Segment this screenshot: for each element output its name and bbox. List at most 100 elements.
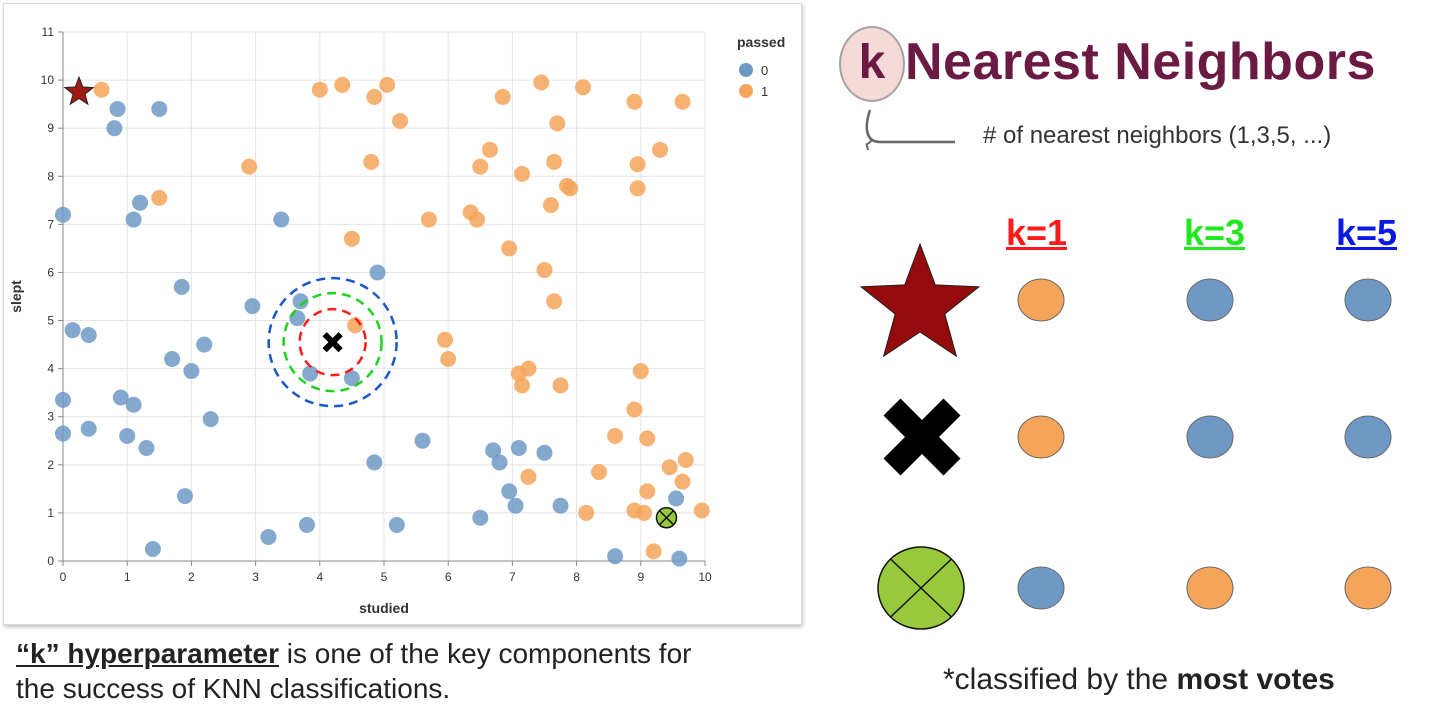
neighbor-circle-k3 [282, 291, 383, 393]
vote-result-dot [1186, 278, 1234, 322]
query-circled-x [655, 506, 678, 529]
data-point [629, 180, 646, 197]
data-point [440, 351, 457, 368]
x-stroke-a [883, 398, 961, 476]
vote-result-dot [1344, 566, 1392, 610]
data-point [302, 365, 319, 382]
series-0 [55, 100, 688, 567]
query-x [322, 332, 343, 353]
data-point [112, 389, 129, 406]
data-point [481, 141, 498, 158]
data-point [109, 100, 126, 117]
vote-result-dot [1017, 415, 1065, 459]
x-tick-label: 10 [698, 570, 712, 584]
x-stroke-b [883, 398, 961, 476]
data-point [632, 363, 649, 380]
data-point [491, 454, 508, 471]
page-title: Nearest Neighbors [905, 33, 1376, 91]
data-point [674, 473, 691, 490]
data-point [176, 488, 193, 505]
data-point [132, 194, 149, 211]
y-tick-label: 6 [47, 265, 54, 279]
data-point [343, 370, 360, 387]
data-point [414, 432, 431, 449]
data-point [639, 483, 656, 500]
data-point [55, 425, 71, 442]
data-point [363, 153, 380, 170]
data-point [80, 326, 97, 343]
data-point [379, 76, 396, 93]
legend: passed 0 1 [737, 34, 785, 99]
data-point [677, 452, 694, 469]
data-point [311, 81, 328, 98]
data-point [578, 504, 595, 521]
y-tick-label: 3 [47, 410, 54, 424]
data-point [392, 112, 409, 129]
data-point [334, 76, 351, 93]
data-point [536, 262, 553, 279]
caption-highlight: “k” hyperparameter [16, 638, 280, 669]
data-point [546, 293, 563, 310]
y-tick-label: 1 [47, 506, 54, 520]
data-point [55, 391, 71, 408]
caption: “k” hyperparameter is one of the key com… [16, 636, 806, 706]
data-point [626, 93, 643, 110]
series-1 [93, 74, 710, 560]
data-point [507, 497, 524, 514]
legend-swatch-1 [739, 84, 753, 98]
vote-result-dot [1186, 566, 1234, 610]
vote-note-bold: most votes [1176, 663, 1335, 696]
data-point [436, 331, 453, 348]
data-point [661, 459, 678, 476]
data-point [173, 278, 190, 295]
x-tick-label: 3 [252, 570, 259, 584]
data-point [369, 264, 386, 281]
y-tick-label: 4 [47, 362, 54, 376]
data-point [668, 490, 685, 507]
k-note: # of nearest neighbors (1,3,5, ...) [983, 122, 1332, 149]
query-star [63, 75, 95, 106]
data-point [151, 100, 168, 117]
data-point [510, 439, 527, 456]
x-tick-label: 1 [124, 570, 131, 584]
data-point [64, 322, 81, 339]
data-point [125, 396, 142, 413]
data-point [80, 420, 97, 437]
data-point [671, 550, 688, 567]
vote-result-dot [1017, 566, 1065, 610]
x-tick-label: 7 [509, 570, 516, 584]
k3-header: k=3 [1184, 212, 1246, 253]
y-tick-label: 0 [47, 554, 54, 568]
data-point [514, 377, 531, 394]
caption-line1-rest: is one of the key components for [279, 638, 692, 669]
title-k-bubble: k [839, 26, 905, 102]
data-point [125, 211, 142, 228]
data-point [151, 189, 168, 206]
x-tick-label: 9 [637, 570, 644, 584]
k-note-connector [865, 109, 955, 144]
data-point [420, 211, 437, 228]
y-tick-label: 8 [47, 169, 54, 183]
data-point [366, 88, 383, 105]
data-point [196, 336, 213, 353]
y-axis-label: slept [8, 280, 24, 313]
data-point [244, 298, 261, 315]
x-tick-label: 4 [316, 570, 323, 584]
data-point [533, 74, 550, 91]
data-point [626, 401, 643, 418]
circled-x-disc [877, 546, 965, 630]
caption-line2: the success of KNN classifications. [16, 673, 451, 704]
vote-result-dot [1186, 415, 1234, 459]
data-point [542, 197, 559, 214]
data-point [55, 206, 71, 223]
data-point [546, 153, 563, 170]
x-tick-label: 8 [573, 570, 580, 584]
circled-x-line-b [890, 558, 952, 618]
data-point [645, 543, 662, 560]
x-tick-label: 2 [188, 570, 195, 584]
data-point [639, 430, 656, 447]
data-point [289, 310, 306, 327]
vote-note: *classified by the most votes [943, 663, 1335, 697]
x-stroke-b [322, 332, 343, 353]
legend-label-1: 1 [761, 84, 768, 99]
